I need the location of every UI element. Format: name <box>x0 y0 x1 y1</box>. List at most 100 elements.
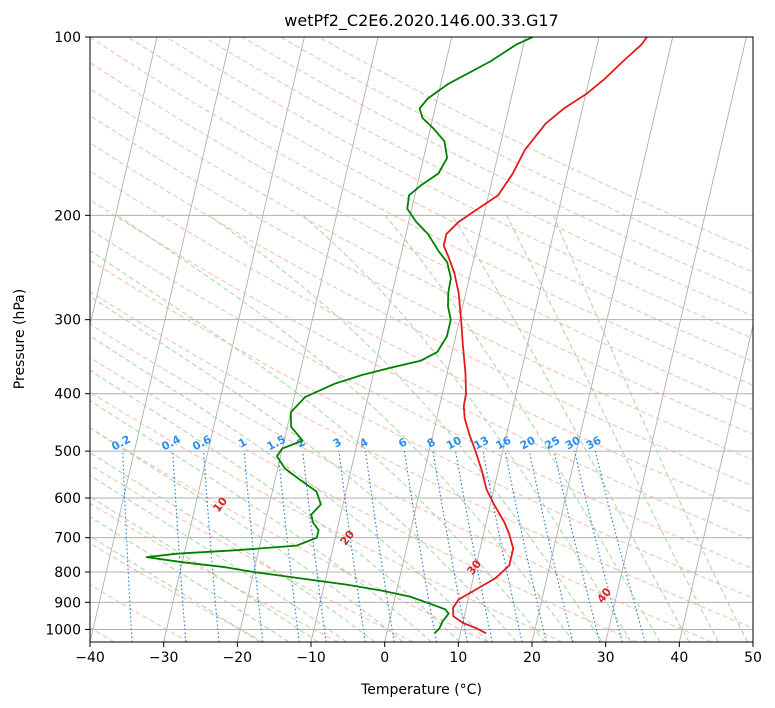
mixing-ratio-line <box>594 450 646 642</box>
x-tick-label: 50 <box>744 650 762 666</box>
dry-adiabat <box>165 37 753 340</box>
plot-area: 0.10.20.40.611.52346810131620253036-100-… <box>0 37 753 642</box>
mixing-ratio-line <box>573 450 623 642</box>
x-tick-label: −30 <box>149 650 179 666</box>
dry-adiabat <box>90 170 753 514</box>
mixing-ratio-label: 0.6 <box>190 433 214 454</box>
dry-adiabat-label: 10 <box>210 494 230 514</box>
mixing-ratio-label: 1 <box>236 435 249 450</box>
dry-adiabat <box>90 259 753 599</box>
mixing-ratio-line <box>302 451 327 642</box>
x-tick-label: −20 <box>223 650 253 666</box>
isotherm-line <box>752 640 753 642</box>
dry-adiabat <box>90 37 753 386</box>
dry-adiabat <box>90 584 190 642</box>
isotherm-line <box>0 37 10 642</box>
mixing-ratio-label: 8 <box>425 435 438 450</box>
isotherm-line <box>678 323 753 642</box>
moist-adiabat <box>116 214 575 642</box>
dry-adiabat <box>90 502 339 642</box>
plot-frame <box>89 36 754 643</box>
mixing-ratio-label: 1.5 <box>265 433 288 454</box>
x-tick-label: 30 <box>597 650 615 666</box>
mixing-ratio-label: 36 <box>584 434 604 453</box>
mixing-ratio-label: 0.4 <box>159 433 183 454</box>
moist-adiabat <box>90 451 376 642</box>
isotherm-line <box>384 37 526 642</box>
mixing-ratio-label: 30 <box>563 434 583 453</box>
mixing-ratio-label: 0.2 <box>109 433 132 454</box>
y-tick-label: 800 <box>54 565 81 581</box>
mixing-ratio-line <box>504 450 547 642</box>
x-tick-label: 20 <box>523 650 541 666</box>
moist-adiabat <box>90 369 461 642</box>
mixing-ratio-line <box>277 451 300 642</box>
y-tick-label: 400 <box>54 387 81 403</box>
y-tick-label: 700 <box>54 531 81 547</box>
dry-adiabat <box>90 391 563 642</box>
dewpoint-profile <box>145 37 534 634</box>
dry-adiabat-label: 20 <box>338 528 358 548</box>
y-tick-label: 100 <box>54 30 81 46</box>
dry-adiabat <box>90 427 488 642</box>
series-group <box>145 37 648 635</box>
moist-adiabat <box>90 496 319 642</box>
moist-adiabat <box>451 215 690 642</box>
y-tick-label: 300 <box>54 313 81 329</box>
mixing-ratio-label: 20 <box>518 434 538 453</box>
mixing-ratio-label: 6 <box>396 435 409 450</box>
mixing-ratio-label: 25 <box>543 434 563 453</box>
isotherm-line <box>605 37 747 642</box>
mixing-ratio-line <box>528 450 574 642</box>
mixing-ratio-line <box>203 451 220 642</box>
mixing-ratio-line <box>364 451 395 642</box>
mixing-ratio-label: 4 <box>357 435 370 450</box>
x-tick-label: −10 <box>296 650 326 666</box>
dry-adiabat <box>90 229 753 570</box>
isotherm-line <box>236 37 379 642</box>
dry-adiabat <box>90 62 753 411</box>
moist-adiabat <box>90 295 517 642</box>
isotherm-line <box>310 37 453 642</box>
dry-adiabat <box>241 37 753 295</box>
mixing-ratio-line <box>243 451 264 642</box>
moist-adiabat <box>208 214 603 642</box>
mixing-ratio-label: 10 <box>444 434 464 453</box>
mixing-ratio-label: 3 <box>331 435 344 450</box>
mixing-ratio-lines: 0.1 0.2 0.4 0.6 1 1.5 2 3 4 6 8 10 13 16 20 25 30 36 <box>109 433 646 642</box>
moist-adiabat <box>90 335 489 642</box>
mixing-ratio-line <box>482 451 523 642</box>
isotherm-line <box>90 37 232 642</box>
moist-adiabat <box>552 215 748 642</box>
moist-adiabat <box>90 516 290 642</box>
isotherm-line <box>90 37 158 328</box>
mixing-ratio-label: 16 <box>494 434 514 453</box>
y-tick-label: 900 <box>54 595 81 611</box>
dry-adiabat-label: 30 <box>464 557 484 577</box>
moist-adiabat <box>90 535 261 642</box>
dry-adiabat <box>127 37 753 363</box>
dry-adiabat <box>90 291 753 629</box>
y-tick-label: 600 <box>54 491 81 507</box>
mixing-ratio-line <box>455 451 493 642</box>
mixing-ratio-label: 13 <box>472 434 492 453</box>
moist-adiabat <box>302 214 632 642</box>
isotherm-line <box>163 37 305 642</box>
dry-adiabat <box>203 37 753 317</box>
dry-adiabat <box>90 199 753 542</box>
isotherm-line <box>457 37 600 642</box>
x-tick-label: 40 <box>670 650 688 666</box>
x-tick-label: −40 <box>75 650 105 666</box>
mixing-ratio-line <box>338 451 366 642</box>
x-tick-label: 10 <box>449 650 467 666</box>
x-axis-label: Temperature (°C) <box>360 682 482 698</box>
temperature-profile <box>442 37 648 635</box>
x-tick-label: 0 <box>380 650 389 666</box>
moist-adiabat <box>90 400 432 642</box>
moist-adiabat <box>90 474 347 642</box>
y-tick-label: 200 <box>54 208 81 224</box>
mixing-ratio-line <box>432 451 469 642</box>
y-axis: 100 200 300 400 500 600 700 800 900 1000 <box>45 30 90 638</box>
isotherm-line <box>531 37 674 642</box>
